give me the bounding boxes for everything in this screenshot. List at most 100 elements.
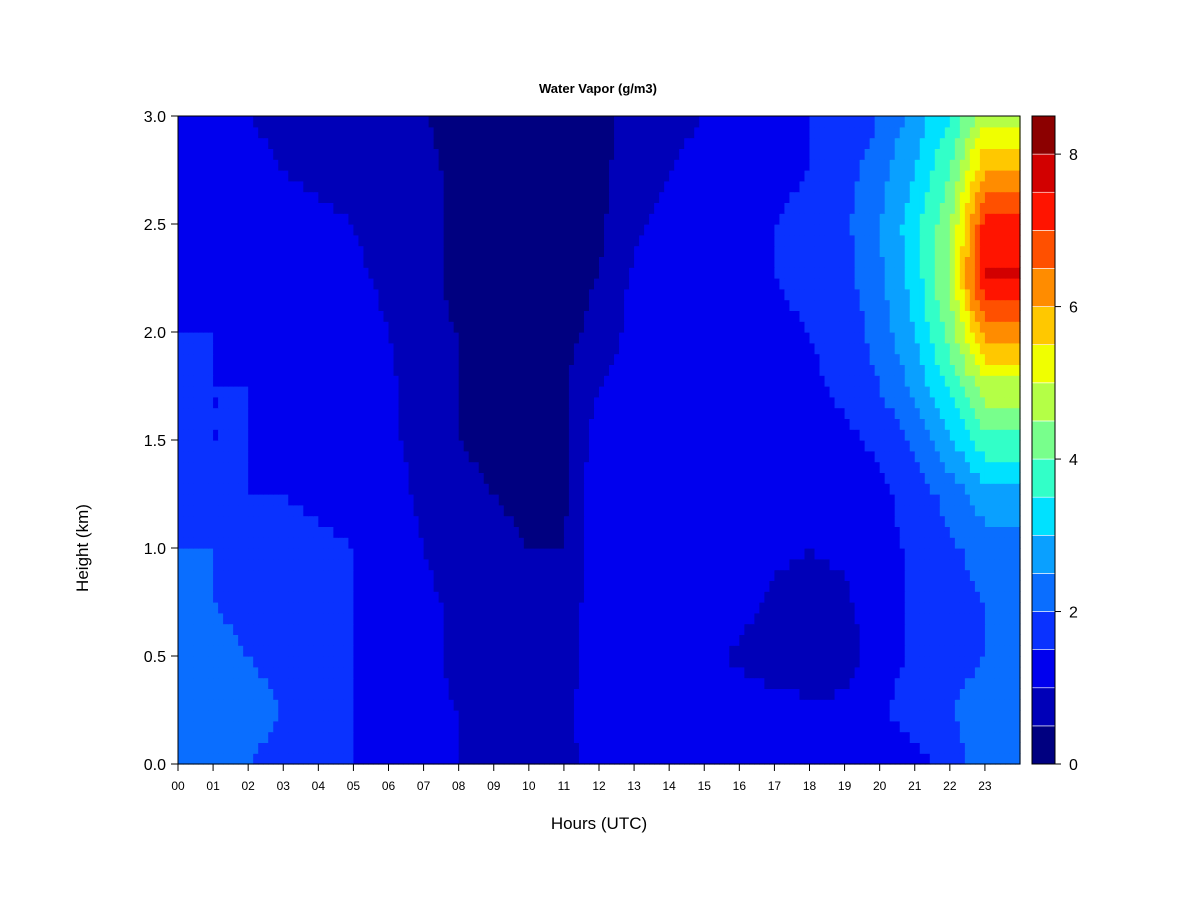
heatmap-cell	[839, 623, 846, 635]
heatmap-cell	[964, 569, 971, 581]
heatmap-cell	[563, 645, 570, 657]
heatmap-cell	[904, 483, 911, 495]
heatmap-cell	[503, 645, 510, 657]
heatmap-cell	[639, 623, 645, 635]
heatmap-cell	[949, 688, 956, 700]
heatmap-cell	[398, 677, 405, 689]
heatmap-cell	[699, 623, 705, 635]
heatmap-cell	[739, 537, 745, 549]
heatmap-cell	[338, 720, 344, 733]
heatmap-cell	[894, 645, 901, 657]
heatmap-cell	[408, 515, 415, 527]
heatmap-cell	[188, 461, 194, 473]
heatmap-cell	[879, 515, 886, 527]
heatmap-cell	[468, 656, 475, 668]
heatmap-cell	[313, 731, 319, 743]
heatmap-cell	[528, 548, 535, 560]
heatmap-cell	[929, 699, 936, 711]
heatmap-cell	[323, 440, 329, 452]
heatmap-cell	[604, 526, 610, 538]
heatmap-cell	[889, 623, 896, 635]
heatmap-cell	[263, 472, 269, 484]
heatmap-cell	[719, 720, 725, 733]
heatmap-cell	[583, 450, 590, 463]
heatmap-cell	[403, 731, 410, 743]
heatmap-cell	[719, 526, 725, 538]
heatmap-cell	[744, 504, 750, 517]
heatmap-cell	[483, 504, 490, 517]
heatmap-cell	[769, 634, 776, 646]
heatmap-cell	[343, 656, 349, 668]
heatmap-cell	[774, 569, 781, 581]
heatmap-cell	[233, 602, 239, 614]
heatmap-cell	[939, 591, 946, 603]
heatmap-cell	[904, 656, 911, 668]
heatmap-cell	[874, 656, 881, 668]
heatmap-cell	[829, 753, 836, 765]
heatmap-cell	[488, 591, 495, 603]
heatmap-cell	[884, 537, 891, 549]
heatmap-cell	[568, 504, 575, 517]
heatmap-cell	[819, 450, 826, 463]
heatmap-cell	[769, 526, 776, 538]
heatmap-cell	[358, 537, 365, 549]
heatmap-cell	[398, 710, 405, 722]
heatmap-cell	[378, 548, 385, 560]
heatmap-cell	[218, 494, 224, 506]
heatmap-cell	[939, 720, 946, 733]
heatmap-cell	[308, 731, 314, 743]
heatmap-cell	[899, 450, 906, 463]
heatmap-cell	[388, 483, 395, 495]
heatmap-cell	[198, 569, 204, 581]
heatmap-cell	[919, 666, 926, 679]
heatmap-cell	[644, 656, 650, 668]
heatmap-cell	[639, 634, 645, 646]
heatmap-cell	[388, 645, 395, 657]
heatmap-cell	[629, 699, 635, 711]
heatmap-cell	[779, 753, 786, 765]
heatmap-cell	[644, 483, 650, 495]
heatmap-cell	[719, 677, 725, 689]
heatmap-cell	[238, 753, 244, 765]
heatmap-cell	[183, 591, 189, 603]
heatmap-cell	[804, 645, 811, 657]
heatmap-cell	[804, 753, 811, 765]
heatmap-cell	[573, 580, 580, 592]
heatmap-cell	[709, 634, 715, 646]
heatmap-cell	[899, 602, 906, 614]
heatmap-cell	[944, 623, 951, 635]
heatmap-cell	[799, 537, 806, 549]
heatmap-cell	[523, 591, 530, 603]
heatmap-cell	[293, 461, 299, 473]
heatmap-cell	[593, 591, 600, 603]
heatmap-cell	[859, 569, 866, 581]
heatmap-cell	[358, 720, 365, 733]
heatmap-cell	[939, 677, 946, 689]
heatmap-cell	[388, 656, 395, 668]
heatmap-cell	[468, 472, 475, 484]
heatmap-cell	[954, 623, 961, 635]
heatmap-cell	[939, 612, 946, 625]
heatmap-cell	[263, 710, 269, 722]
heatmap-cell	[528, 515, 535, 527]
heatmap-cell	[689, 699, 695, 711]
heatmap-cell	[213, 623, 219, 635]
heatmap-cell	[669, 580, 675, 592]
heatmap-cell	[178, 634, 184, 646]
heatmap-cell	[714, 710, 720, 722]
heatmap-cell	[874, 461, 881, 473]
heatmap-cell	[478, 548, 485, 560]
heatmap-cell	[468, 494, 475, 506]
heatmap-cell	[734, 666, 740, 679]
heatmap-cell	[1009, 623, 1016, 635]
heatmap-cell	[283, 580, 289, 592]
heatmap-cell	[468, 483, 475, 495]
heatmap-cell	[794, 612, 801, 625]
heatmap-cell	[659, 753, 665, 765]
heatmap-cell	[178, 677, 184, 689]
heatmap-cell	[754, 666, 760, 679]
heatmap-cell	[553, 731, 560, 743]
heatmap-cell	[889, 569, 896, 581]
heatmap-cell	[473, 742, 480, 754]
heatmap-cell	[348, 753, 355, 765]
